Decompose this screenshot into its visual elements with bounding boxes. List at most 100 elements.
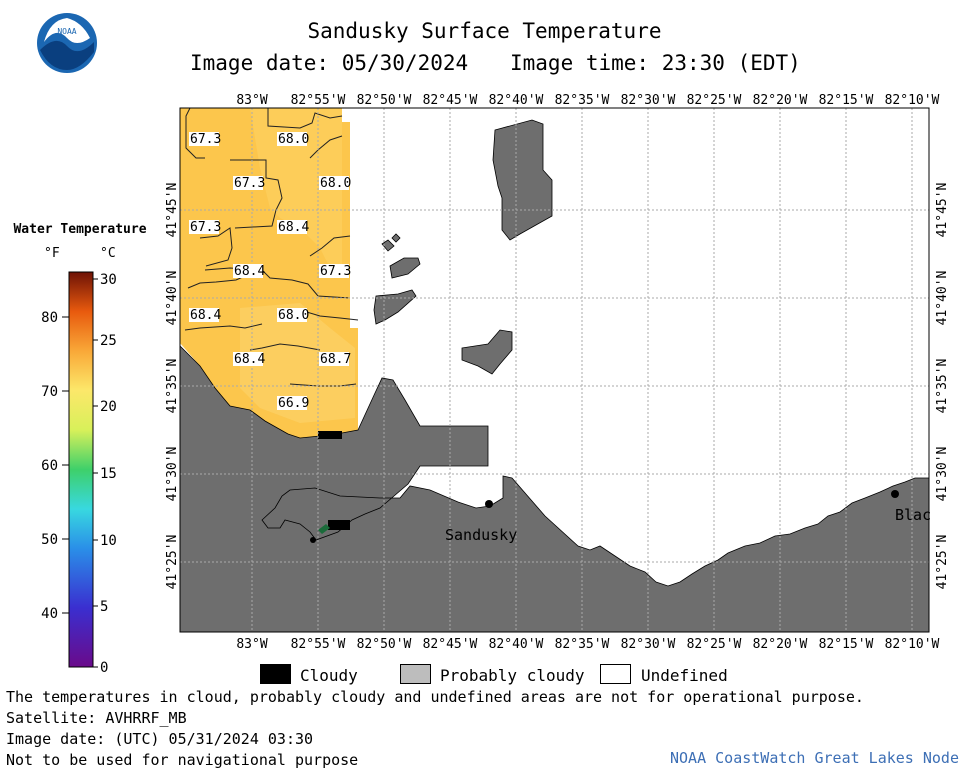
lon-label-bottom: 82°45'W bbox=[423, 637, 478, 652]
cloudy-patch bbox=[318, 431, 342, 439]
lon-label-top: 83°W bbox=[236, 93, 267, 108]
sandusky-marker bbox=[485, 500, 493, 508]
temp-label-bg bbox=[189, 132, 219, 146]
mainland bbox=[179, 345, 930, 633]
lon-label-bottom: 82°35'W bbox=[555, 637, 610, 652]
colorbar-ramp bbox=[68, 271, 94, 668]
lon-label-bottom: 82°30'W bbox=[621, 637, 676, 652]
lat-label-right: 41°40'N bbox=[935, 271, 950, 326]
colorbar-c-tick: 20 bbox=[100, 399, 117, 415]
temp-label: 68.4 bbox=[234, 352, 265, 367]
colorbar-unit-f: °F bbox=[44, 246, 60, 261]
lon-label-top: 82°50'W bbox=[357, 93, 412, 108]
temp-label: 68.4 bbox=[278, 220, 309, 235]
colorbar-c-tick: 25 bbox=[100, 333, 117, 349]
temp-label-bg bbox=[277, 220, 307, 234]
temp-label-bg bbox=[277, 308, 307, 322]
lon-label-top: 82°45'W bbox=[423, 93, 478, 108]
temp-label: 68.4 bbox=[190, 308, 221, 323]
colorbar-c-tick: 5 bbox=[100, 599, 108, 615]
colorbar-c-tick: 0 bbox=[100, 660, 108, 676]
footer-credit: NOAA CoastWatch Great Lakes Node bbox=[670, 749, 959, 767]
noaa-logo: NOAA bbox=[36, 12, 98, 74]
lon-label-top: 82°40'W bbox=[489, 93, 544, 108]
temp-label-bg bbox=[189, 220, 219, 234]
small-marker bbox=[310, 537, 316, 543]
temp-label: 67.3 bbox=[190, 220, 221, 235]
lon-label-top: 82°20'W bbox=[753, 93, 808, 108]
lon-label-bottom: 82°25'W bbox=[687, 637, 742, 652]
lon-label-top: 82°25'W bbox=[687, 93, 742, 108]
lon-label-bottom: 82°55'W bbox=[291, 637, 346, 652]
colorbar-f-tick: 40 bbox=[41, 606, 58, 622]
temp-label-bg bbox=[189, 308, 219, 322]
lat-label-right: 41°25'N bbox=[935, 535, 950, 590]
logo-text: NOAA bbox=[57, 27, 76, 36]
lon-label-top: 82°10'W bbox=[885, 93, 940, 108]
temp-label: 67.3 bbox=[190, 132, 221, 147]
temp-label-bg bbox=[277, 132, 307, 146]
lat-label-right: 41°45'N bbox=[935, 183, 950, 238]
colorbar-title: Water Temperature bbox=[13, 222, 146, 237]
map-panel: 83°W 83°W 82°55'W 82°55'W 82°50'W 82°50'W 82°4… bbox=[165, 93, 950, 652]
temp-label: 67.3 bbox=[234, 176, 265, 191]
temp-label-bg bbox=[233, 176, 263, 190]
temp-label-bg bbox=[277, 396, 307, 410]
lon-label-bottom: 82°50'W bbox=[357, 637, 412, 652]
temp-label-bg bbox=[319, 264, 349, 278]
temp-label: 68.7 bbox=[320, 352, 351, 367]
colorbar-unit-c: °C bbox=[100, 246, 116, 261]
lat-label-left: 41°35'N bbox=[165, 359, 180, 414]
temp-label-bg bbox=[233, 352, 263, 366]
legend-probably-cloudy-label: Probably cloudy bbox=[440, 666, 585, 685]
image-time: Image time: 23:30 (EDT) bbox=[510, 51, 801, 75]
temp-label-bg bbox=[319, 352, 349, 366]
colorbar-f-tick: 70 bbox=[41, 384, 58, 400]
footer-satellite: Satellite: AVHRRF_MB bbox=[6, 709, 187, 727]
middle-island bbox=[461, 329, 513, 375]
sandusky-label: Sandusky bbox=[445, 526, 517, 544]
legend-cloudy-swatch bbox=[260, 664, 291, 684]
lon-label-bottom: 82°40'W bbox=[489, 637, 544, 652]
lon-label-bottom: 82°20'W bbox=[753, 637, 808, 652]
temp-label: 68.0 bbox=[278, 132, 309, 147]
footer-note: The temperatures in cloud, probably clou… bbox=[6, 688, 864, 706]
lat-label-left: 41°30'N bbox=[165, 447, 180, 502]
cloudy-patch bbox=[328, 520, 350, 530]
colorbar-f-tick: 50 bbox=[41, 532, 58, 548]
black-river-marker bbox=[891, 490, 899, 498]
colorbar-c-tick: 10 bbox=[100, 533, 117, 549]
legend-undefined-label: Undefined bbox=[641, 666, 728, 685]
legend-probably-cloudy-swatch bbox=[400, 664, 431, 684]
black-river-label: Blac bbox=[895, 506, 931, 524]
legend-undefined-swatch bbox=[600, 664, 631, 684]
lat-label-left: 41°25'N bbox=[165, 535, 180, 590]
colorbar-f-tick: 60 bbox=[41, 458, 58, 474]
temp-label-bg bbox=[233, 264, 263, 278]
temp-label-bg bbox=[319, 176, 349, 190]
lon-label-bottom: 82°15'W bbox=[819, 637, 874, 652]
temp-label: 68.0 bbox=[320, 176, 351, 191]
image-date: Image date: 05/30/2024 bbox=[190, 51, 469, 75]
temp-label: 67.3 bbox=[320, 264, 351, 279]
lon-label-top: 82°55'W bbox=[291, 93, 346, 108]
lat-label-left: 41°45'N bbox=[165, 183, 180, 238]
temp-label: 68.4 bbox=[234, 264, 265, 279]
lon-label-bottom: 83°W bbox=[236, 637, 267, 652]
lon-label-bottom: 82°10'W bbox=[885, 637, 940, 652]
colorbar-c-tick: 15 bbox=[100, 466, 117, 482]
temp-label: 66.9 bbox=[278, 396, 309, 411]
colorbar-c-tick: 30 bbox=[100, 272, 117, 288]
lon-label-top: 82°30'W bbox=[621, 93, 676, 108]
footer-utc-date: Image date: (UTC) 05/31/2024 03:30 bbox=[6, 730, 314, 748]
legend-cloudy-label: Cloudy bbox=[300, 666, 358, 685]
lon-label-top: 82°35'W bbox=[555, 93, 610, 108]
footer-nav-warning: Not to be used for navigational purpose bbox=[6, 751, 359, 769]
lat-label-right: 41°30'N bbox=[935, 447, 950, 502]
lat-label-right: 41°35'N bbox=[935, 359, 950, 414]
page-title: Sandusky Surface Temperature bbox=[307, 19, 662, 43]
temp-label: 68.0 bbox=[278, 308, 309, 323]
colorbar-f-tick: 80 bbox=[41, 310, 58, 326]
lat-label-left: 41°40'N bbox=[165, 271, 180, 326]
